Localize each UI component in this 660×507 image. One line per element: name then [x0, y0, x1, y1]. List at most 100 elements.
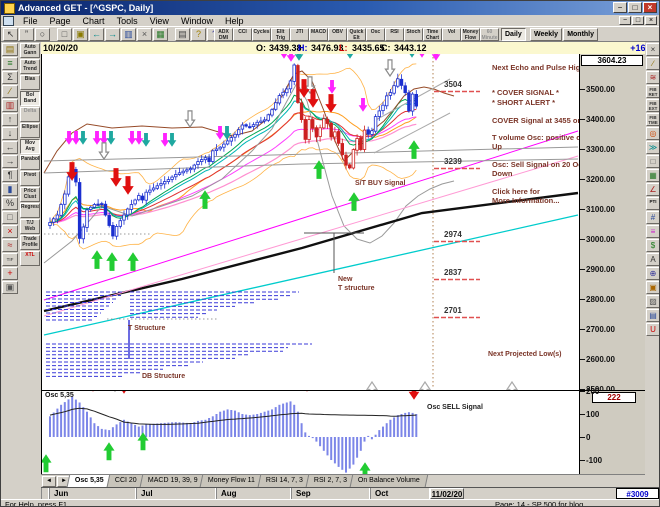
prev-page-icon[interactable]: ← — [89, 28, 104, 41]
pencil-icon[interactable]: ∕ — [646, 57, 659, 70]
menu-help[interactable]: Help — [224, 15, 244, 26]
delete-page-icon[interactable]: × — [137, 28, 152, 41]
study-button-ellt-trig[interactable]: Ellt Trig — [271, 28, 290, 41]
toggle-price-clust[interactable]: Price Clust — [20, 187, 40, 202]
toggle-t-j-web[interactable]: T/J Web — [20, 219, 40, 234]
oscillator-panel[interactable]: Osc 5,35 Osc SELL Signal — [41, 390, 579, 475]
toggle-regression[interactable]: Regression — [20, 203, 40, 218]
crosshair-icon[interactable]: + — [2, 267, 18, 280]
copy-page-icon[interactable]: ▥ — [121, 28, 136, 41]
period-button-60-minute[interactable]: 60 Minute — [480, 28, 499, 41]
fib-retracement-button[interactable]: FIB RET — [646, 85, 659, 98]
close-tool-icon[interactable]: × — [646, 43, 659, 56]
next-page-icon[interactable]: → — [105, 28, 120, 41]
maximize-button[interactable]: □ — [628, 2, 642, 13]
draw-ruler-icon[interactable]: ∕ — [2, 85, 18, 98]
fib-time-button[interactable]: FIB TME — [646, 113, 659, 126]
study-button-time-chart[interactable]: Time Chart — [423, 28, 442, 41]
menu-window[interactable]: Window — [180, 15, 213, 26]
title-bar[interactable]: Advanced GET - [^GSPC, Daily] — [1, 1, 659, 15]
tif-icon[interactable]: TIF — [2, 253, 18, 266]
pointer-icon[interactable]: ↖ — [3, 28, 18, 41]
menu-page[interactable]: Page — [49, 15, 71, 26]
annotation-click-here-1[interactable]: Click here for — [492, 187, 540, 196]
minimize-button[interactable]: − — [613, 2, 627, 13]
waves-icon[interactable]: ≈ — [2, 239, 18, 252]
toggle-trade-profile[interactable]: Trade Profile — [20, 235, 40, 250]
profit-icon[interactable]: $ — [646, 239, 659, 252]
child-restore-button[interactable]: □ — [632, 16, 644, 25]
study-button-rsi[interactable]: RSI — [385, 28, 404, 41]
toggle-xtl[interactable]: XTL — [20, 251, 40, 266]
study-button-obv[interactable]: OBV — [328, 28, 347, 41]
grid-icon[interactable]: # — [646, 211, 659, 224]
scale-icon[interactable]: % — [2, 197, 18, 210]
menu-tools[interactable]: Tools — [116, 15, 138, 26]
zoom-tool-icon[interactable]: ○ — [35, 28, 50, 41]
insert-page-icon[interactable]: ▦ — [153, 28, 168, 41]
menu-view[interactable]: View — [149, 15, 169, 26]
menu-file[interactable]: File — [23, 15, 38, 26]
study-button-quick-elt[interactable]: Quick Elt — [347, 28, 366, 41]
gann-angle-icon[interactable]: ∠ — [646, 183, 659, 196]
study-button-cycles[interactable]: Cycles — [252, 28, 271, 41]
pattern-icon[interactable]: ▨ — [646, 295, 659, 308]
toggle-pivot[interactable]: Pivot — [20, 171, 40, 186]
arrow-down-icon[interactable]: ↓ — [2, 127, 18, 140]
toggle-auto-gann[interactable]: Auto Gann — [20, 43, 40, 58]
new-page-icon[interactable]: □ — [57, 28, 72, 41]
fib-spiral-icon[interactable]: ◎ — [646, 127, 659, 140]
snapshot-icon[interactable]: ▣ — [2, 281, 18, 294]
study-button-vol[interactable]: Vol — [442, 28, 461, 41]
study-button-adx-dmi[interactable]: ADX DMI — [214, 28, 233, 41]
child-minimize-button[interactable]: − — [619, 16, 631, 25]
tab-rsi-2-7-3[interactable]: RSI 2, 7, 3 — [305, 474, 356, 487]
time-axis[interactable]: Jun Jul Aug Sep Oct 11/02/20 #3009 — [41, 487, 659, 499]
toggle-parabolic[interactable]: Parabolic — [20, 155, 40, 170]
price-chart-canvas[interactable]: 3504 3239 2974 2837 2701 Next Echo and Pulse … — [41, 54, 610, 390]
analysis-icon[interactable]: Σ — [2, 71, 18, 84]
tab-macd-19-39-9[interactable]: MACD 19, 39, 9 — [139, 474, 206, 487]
toggle-bias[interactable]: Bias — [20, 75, 40, 90]
price-axis[interactable]: 3604.23 3500.00 3400.00 3300.00 3200.00 3100… — [579, 54, 645, 394]
close-button[interactable]: × — [643, 2, 657, 13]
expert-analysis-icon[interactable]: ▦ — [646, 169, 659, 182]
box-tool-icon[interactable]: □ — [2, 211, 18, 224]
tab-on-balance-volume[interactable]: On Balance Volume — [350, 474, 429, 487]
trendlines-icon[interactable]: ≋ — [646, 71, 659, 84]
quote-window-icon[interactable]: ” — [19, 28, 34, 41]
lines-toggle-icon[interactable]: × — [2, 225, 18, 238]
mob-icon[interactable]: ≡ — [646, 225, 659, 238]
oscillator-axis[interactable]: 222 200 100 0 -100 — [579, 387, 645, 474]
menu-chart[interactable]: Chart — [82, 15, 105, 26]
period-button-monthly[interactable]: Monthly — [563, 28, 599, 41]
toggle-mov-avg[interactable]: Mov Avg — [20, 139, 40, 154]
rectangle-tool-icon[interactable]: □ — [646, 155, 659, 168]
study-button-money-flow[interactable]: Money Flow — [461, 28, 480, 41]
period-button-weekly[interactable]: Weekly — [530, 28, 562, 41]
annotation-click-here-2[interactable]: More Information... — [492, 196, 560, 205]
pti-button[interactable]: PTI — [646, 197, 659, 210]
tab-money-flow-11[interactable]: Money Flow 11 — [200, 474, 264, 487]
elliott-arrows-icon[interactable]: ≫ — [646, 141, 659, 154]
tab-rsi-14-7-3[interactable]: RSI 14, 7, 3 — [257, 474, 312, 487]
print-icon[interactable]: ▤ — [175, 28, 190, 41]
fib-extension-button[interactable]: FIB EXT — [646, 99, 659, 112]
study-button-stoch[interactable]: Stoch — [404, 28, 423, 41]
multi-chart-icon[interactable]: ▥ — [2, 99, 18, 112]
open-chart-icon[interactable]: ▤ — [2, 43, 18, 56]
save-page-icon[interactable]: ▣ — [73, 28, 88, 41]
study-button-macd[interactable]: MACD — [309, 28, 328, 41]
arrow-up-icon[interactable]: ↑ — [2, 113, 18, 126]
zoom-in-icon[interactable]: ⊕ — [646, 267, 659, 280]
help-icon[interactable]: ? — [191, 28, 206, 41]
toggle-delta[interactable]: Delta — [20, 107, 40, 122]
annotation-icon[interactable]: ¶ — [2, 169, 18, 182]
child-close-button[interactable]: × — [645, 16, 657, 25]
study-button-cci[interactable]: CCI — [233, 28, 252, 41]
bar-style-icon[interactable]: ▮ — [2, 183, 18, 196]
palette-icon[interactable]: ▣ — [646, 281, 659, 294]
undo-button[interactable]: U — [646, 323, 659, 336]
toggle-ellipse[interactable]: Ellipse — [20, 123, 40, 138]
toggle-auto-trend[interactable]: Auto Trend — [20, 59, 40, 74]
